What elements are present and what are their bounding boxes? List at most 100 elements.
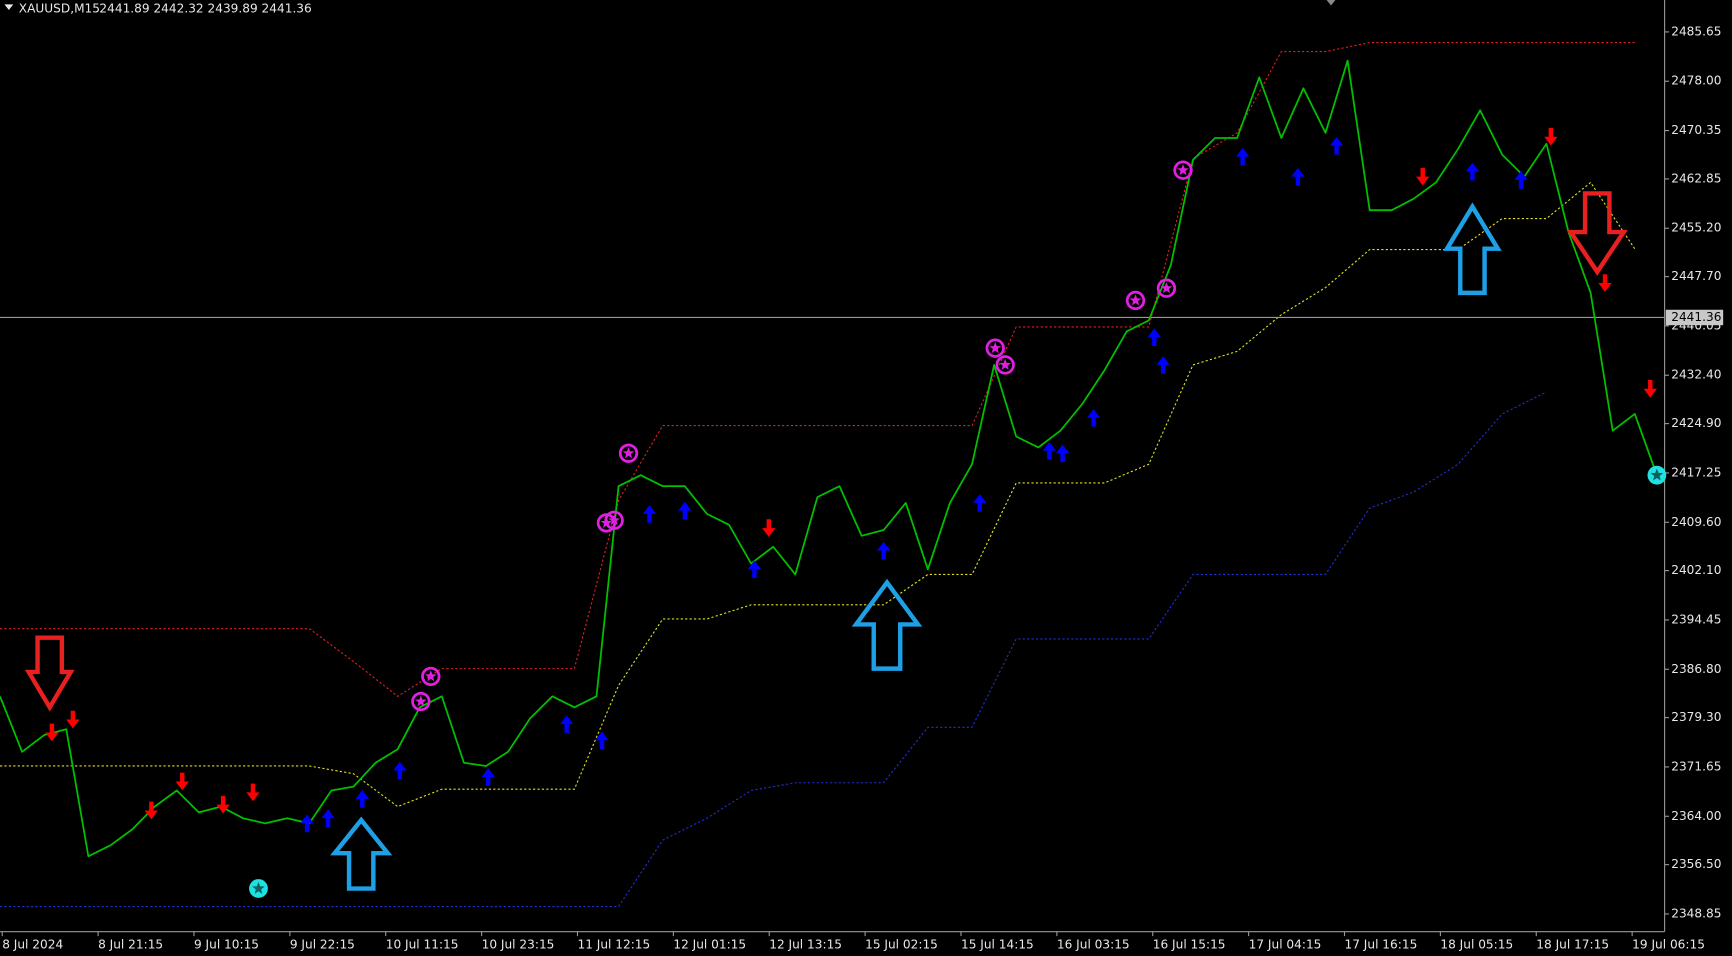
y-tick-label: 2447.70 — [1671, 269, 1721, 283]
x-tick-label: 16 Jul 03:15 — [1057, 937, 1130, 951]
buy-arrow — [1329, 136, 1344, 155]
scroll-marker — [1326, 0, 1336, 6]
star — [622, 447, 635, 459]
magenta-star-signal — [1156, 278, 1177, 298]
symbol: XAUUSD,M15 — [19, 1, 100, 15]
star-ring — [1125, 290, 1146, 311]
x-tick-label: 17 Jul 04:15 — [1249, 937, 1322, 951]
star-ring — [1156, 278, 1177, 298]
sell-arrow — [144, 801, 158, 820]
x-tick-label: 9 Jul 22:15 — [290, 937, 355, 951]
x-tick-label: 17 Jul 16:15 — [1345, 937, 1418, 951]
buy-arrow — [1514, 171, 1528, 189]
big-up-arrow — [1443, 202, 1502, 296]
star-ring — [1173, 160, 1193, 180]
y-tick-label: 2432.40 — [1671, 368, 1721, 382]
x-tick-label: 10 Jul 11:15 — [386, 937, 459, 951]
x-tick-label: 15 Jul 14:15 — [961, 937, 1034, 951]
star — [608, 514, 620, 526]
star-ring — [411, 691, 431, 712]
x-tick-label: 12 Jul 01:15 — [673, 937, 746, 951]
x-tick-label: 11 Jul 12:15 — [577, 937, 650, 951]
star — [252, 881, 265, 894]
annotations — [24, 191, 1628, 891]
buy-arrow — [321, 809, 335, 828]
x-tick-label: 10 Jul 23:15 — [482, 937, 555, 951]
star — [999, 358, 1011, 370]
magenta-star-signal — [421, 666, 441, 687]
price-line — [0, 59, 1658, 858]
y-tick-label: 2424.90 — [1671, 416, 1721, 430]
x-tick-label: 15 Jul 02:15 — [865, 937, 938, 951]
buy-arrow — [973, 494, 987, 512]
y-tick-label: 2409.60 — [1671, 515, 1721, 529]
magenta-star-signal — [411, 691, 431, 712]
sell-arrow — [762, 519, 776, 537]
y-tick-label: 2356.50 — [1671, 857, 1721, 871]
y-tick-label: 2348.85 — [1671, 906, 1721, 920]
sell-arrow — [66, 710, 80, 729]
y-tick-label: 2455.20 — [1671, 221, 1721, 235]
star-ring — [985, 338, 1005, 358]
big-up-arrow — [330, 816, 393, 891]
cyan-star-signal — [1647, 465, 1667, 485]
buy-arrow — [642, 505, 657, 523]
x-tick-label: 18 Jul 05:15 — [1440, 937, 1513, 951]
level-line — [0, 42, 1635, 698]
sell-arrow — [1544, 127, 1558, 146]
x-tick-label: 16 Jul 15:15 — [1153, 937, 1226, 951]
y-tick-label: 2478.00 — [1671, 74, 1721, 88]
magenta-star-signal — [618, 443, 639, 463]
y-tick-label: 2394.45 — [1671, 612, 1721, 626]
x-tick-label: 18 Jul 17:15 — [1536, 937, 1609, 951]
sell-arrow — [1643, 379, 1657, 398]
buy-arrow — [1055, 444, 1070, 463]
star-ring — [618, 443, 639, 463]
magenta-star-signal — [1125, 290, 1146, 311]
sell-arrow — [216, 795, 230, 814]
magenta-star-signal — [1173, 160, 1193, 180]
x-tick-label: 8 Jul 2024 — [2, 937, 63, 951]
star — [1177, 164, 1189, 176]
star — [1160, 282, 1173, 294]
sell-arrow — [1416, 167, 1430, 186]
x-tick-label: 12 Jul 13:15 — [769, 937, 842, 951]
menu-triangle — [4, 4, 14, 10]
buy-arrow — [678, 501, 692, 520]
y-tick-label: 2402.10 — [1671, 563, 1721, 577]
star-ring — [604, 510, 624, 530]
big-down-arrow — [24, 635, 75, 712]
buy-arrow — [877, 541, 891, 560]
buy-arrow — [560, 715, 574, 733]
current-price-label: 2441.36 — [1671, 310, 1721, 324]
big-up-arrow — [851, 578, 923, 671]
y-tick-label: 2364.00 — [1671, 809, 1721, 823]
y-tick-label: 2470.35 — [1671, 123, 1721, 137]
x-tick-label: 8 Jul 21:15 — [98, 937, 163, 951]
level-line — [0, 181, 1636, 808]
cyan-star-signal — [249, 879, 268, 898]
quote: 2441.89 2442.32 2439.89 2441.36 — [99, 1, 311, 15]
buy-arrow — [1465, 162, 1480, 181]
star — [415, 695, 427, 707]
star — [1650, 468, 1664, 481]
star-ring — [995, 355, 1015, 375]
star — [1129, 294, 1142, 306]
magenta-star-signal — [604, 510, 624, 530]
y-tick-label: 2485.65 — [1671, 24, 1721, 38]
magenta-star-signal — [995, 355, 1015, 375]
x-tick-label: 9 Jul 10:15 — [194, 937, 259, 951]
level-line — [0, 391, 1547, 908]
buy-arrow — [1086, 408, 1101, 427]
magenta-star-signal — [985, 338, 1005, 358]
y-tick-label: 2379.30 — [1671, 710, 1721, 724]
y-tick-label: 2371.65 — [1671, 759, 1721, 773]
buy-arrow — [481, 768, 495, 786]
y-tick-label: 2417.25 — [1671, 465, 1721, 479]
buy-arrow — [1156, 356, 1170, 374]
sell-arrow — [45, 723, 59, 742]
star — [989, 342, 1001, 354]
sell-arrow — [1598, 274, 1612, 292]
